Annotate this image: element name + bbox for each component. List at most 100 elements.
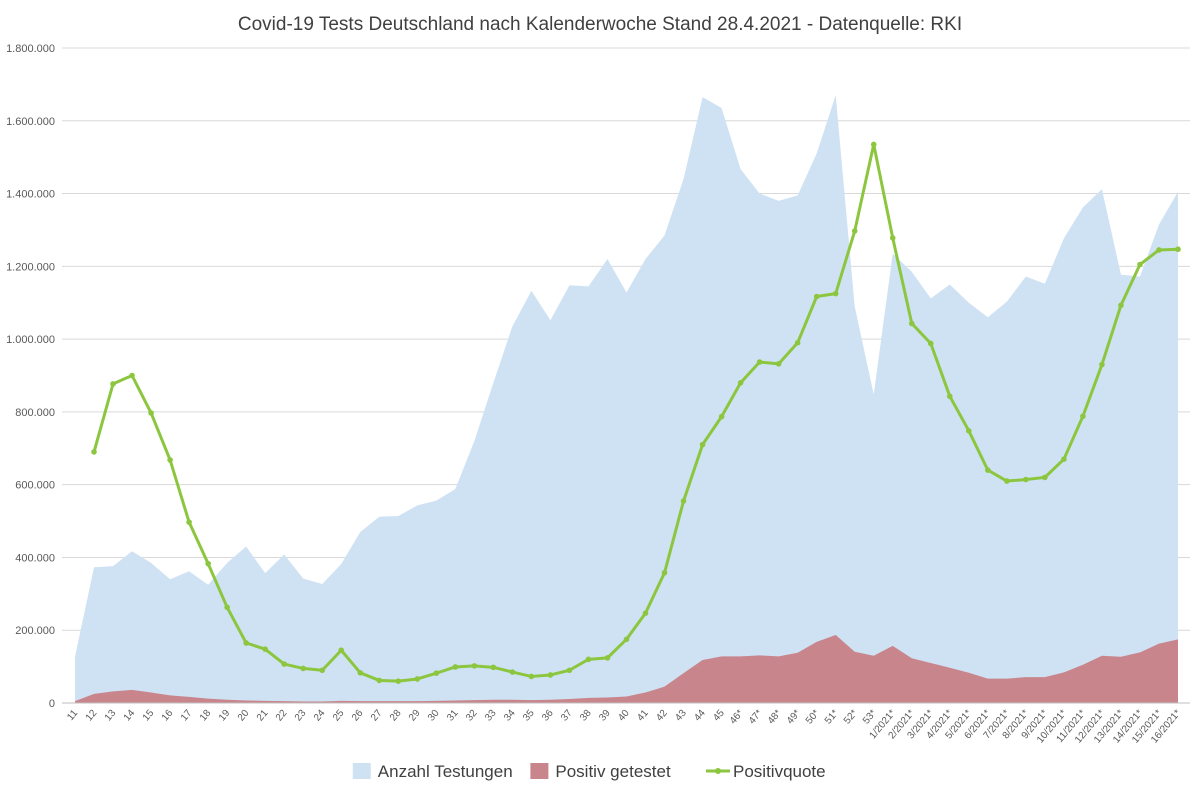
y-tick-label: 1.200.000 [6,261,55,273]
marker [129,372,135,379]
marker [1099,361,1105,368]
x-tick-label: 15 [141,708,157,724]
x-tick-label: 35 [521,708,537,724]
marker [452,664,459,670]
x-tick-label: 49* [785,708,803,727]
x-tick-label: 33 [483,708,499,724]
marker [509,669,516,675]
x-tick-label: 51* [823,708,841,727]
marker [1080,413,1086,420]
y-tick-label: 800.000 [15,407,55,419]
marker [1023,476,1029,483]
x-tick-label: 21 [255,708,271,724]
x-tick-label: 42 [654,708,670,724]
marker [243,640,249,646]
marker [148,410,154,416]
marker [471,663,478,669]
marker [946,393,953,400]
marker [966,428,972,434]
marker [794,339,801,346]
x-tick-label: 28 [388,708,404,724]
line [92,142,1179,683]
x-tick-label: 38 [578,708,594,724]
marker [338,647,345,654]
marker [927,340,934,347]
marker [623,636,630,643]
marker [91,449,97,455]
x-tick-label: 48* [766,708,784,727]
marker [566,667,573,674]
legend-label: Anzahl Testungen [378,762,513,781]
marker [1118,302,1124,309]
y-tick-label: 0 [49,698,55,710]
x-tick-label: 52* [842,708,860,727]
marker [870,141,877,148]
marker [262,646,268,652]
marker [1042,474,1048,481]
x-tick-label: 16 [160,708,176,724]
marker [699,441,706,448]
x-tick-label: 19 [217,708,233,724]
marker [414,676,421,682]
x-tick-label: 29 [407,708,423,724]
x-tick-label: 37 [559,708,575,724]
marker [167,457,173,463]
marker [737,379,744,386]
marker [319,667,326,674]
marker [813,293,820,300]
marker [110,381,116,387]
marker [300,665,307,672]
marker [281,661,287,667]
marker [718,413,725,420]
marker [357,669,364,676]
x-tick-label: 22 [274,708,290,724]
marker [604,655,611,661]
x-tick-label: 12 [84,708,100,724]
marker [224,604,230,611]
y-tick-label: 400.000 [15,552,55,564]
y-tick-label: 1.400.000 [6,189,55,201]
marker [642,610,649,616]
y-tick-label: 1.000.000 [6,334,55,346]
marker [908,320,915,327]
area [75,95,1178,704]
x-tick-label: 18 [198,708,214,724]
legend-swatch [352,763,371,779]
x-tick-label: 32 [464,708,480,724]
x-tick-label: 27 [369,708,385,724]
x-tick-label: 50* [804,708,822,727]
x-tick-label: 34 [502,708,518,724]
chart-title: Covid-19 Tests Deutschland nach Kalender… [238,14,962,35]
marker [985,467,991,473]
legend-swatch [530,763,549,779]
x-tick-label: 36 [540,708,556,724]
x-tick-label: 17 [179,708,195,724]
x-tick-label: 39 [597,708,613,724]
marker [889,235,896,241]
marker [1156,247,1162,253]
legend-label: Positiv getestet [555,762,671,781]
y-tick-label: 600.000 [15,480,55,492]
x-tick-label: 26 [350,708,366,724]
marker [376,677,383,684]
marker [186,519,192,525]
y-tick-label: 1.600.000 [6,116,55,128]
marker [490,664,497,671]
legend-label: Positivquote [733,762,826,781]
marker [775,361,782,367]
marker [680,498,687,504]
marker [661,569,668,576]
x-tick-label: 25 [331,708,347,724]
marker [528,673,535,680]
x-tick-label: 47* [747,708,765,727]
area [75,634,1178,703]
x-tick-label: 24 [312,708,328,724]
x-tick-label: 43 [673,708,689,724]
y-tick-label: 1.800.000 [6,43,55,55]
x-tick-label: 44 [692,708,708,724]
x-tick-label: 20 [236,708,252,724]
x-tick-label: 14 [122,708,138,724]
marker [1004,478,1010,484]
legend-swatch [715,768,721,774]
